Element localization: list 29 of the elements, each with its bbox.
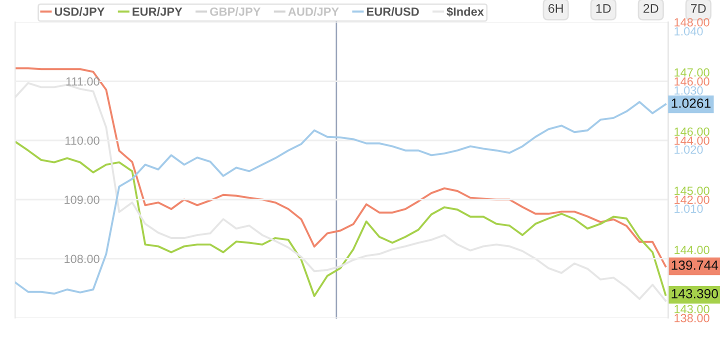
text: 6H — [548, 4, 563, 13]
y-tick-label: 148.00 — [674, 18, 710, 26]
y-tick-label: 138.00 — [674, 314, 710, 322]
data-label: 143.390 — [672, 289, 718, 298]
y2-tick-label: 1.020 — [674, 145, 703, 154]
text: 1D — [596, 4, 611, 13]
y2-tick-label: 145.00 — [674, 186, 710, 195]
legend-label: GBP/JPY — [210, 7, 261, 16]
y2-tick-label: 1.040 — [674, 27, 703, 36]
legend-label: $Index — [446, 6, 484, 17]
text: 7D — [691, 4, 706, 13]
y-tick-label: 144.00 — [674, 136, 710, 145]
y-tick-label: 142.00 — [674, 196, 710, 204]
y-tick-label: 110.00 — [66, 136, 100, 145]
y-tick-label: 109.00 — [64, 196, 100, 204]
y-tick-label: 146.00 — [674, 77, 710, 86]
y2-tick-label: 1.010 — [674, 204, 703, 213]
legend-label: EUR/USD — [367, 7, 419, 16]
legend-label: AUD/JPY — [288, 7, 339, 16]
text: 2D — [644, 4, 658, 13]
y2-tick-label: 143.00 — [674, 304, 710, 314]
y-tick-label: 111.00 — [66, 77, 100, 86]
y2-tick-label: 1.030 — [674, 86, 703, 95]
data-label: 1.0261 — [672, 98, 710, 108]
data-label: 139.744 — [672, 260, 718, 270]
y2-tick-label: 147.00 — [674, 68, 710, 77]
legend-label: USD/JPY — [54, 7, 105, 16]
legend-label: EUR/JPY — [132, 7, 182, 16]
y-tick-label: 108.00 — [64, 254, 100, 264]
